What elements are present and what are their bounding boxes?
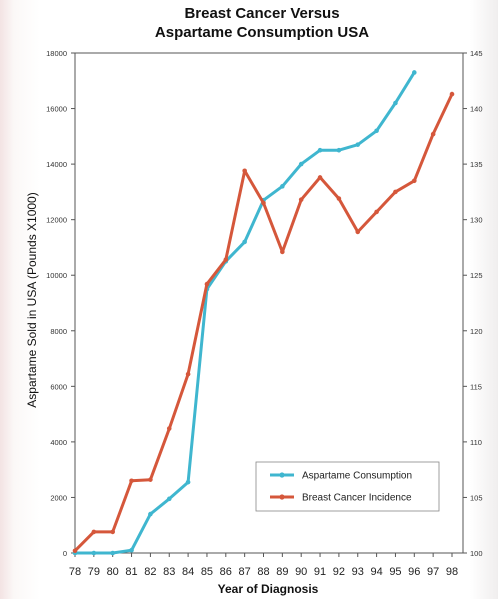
data-point	[110, 550, 115, 556]
legend-marker-aspartame	[279, 472, 285, 478]
x-tick-label: 94	[370, 566, 382, 578]
y-tick-label: 12000	[46, 216, 67, 225]
legend: Aspartame Consumption Breast Cancer Inci…	[255, 461, 440, 512]
y-tick-label: 4000	[50, 438, 67, 447]
chart-title-line-1: Breast Cancer Versus	[184, 5, 339, 22]
data-point	[110, 529, 115, 535]
data-point	[298, 197, 304, 202]
y-tick-label: 2000	[50, 493, 67, 502]
x-tick-label: 91	[314, 566, 326, 578]
data-point	[223, 257, 229, 262]
x-tick-label: 82	[144, 566, 156, 578]
data-point	[317, 147, 323, 153]
y2-tick-label: 120	[470, 327, 483, 336]
data-point	[185, 371, 191, 377]
data-point	[91, 529, 97, 535]
y2-tick-label: 125	[470, 271, 483, 280]
y-tick-label: 6000	[50, 382, 67, 391]
x-tick-label: 93	[352, 566, 364, 578]
y-tick-label: 14000	[46, 160, 67, 169]
y2-tick-label: 135	[470, 160, 483, 169]
data-point	[412, 70, 417, 75]
chart-title-line-2: Aspartame Consumption USA	[155, 24, 369, 41]
x-tick-label: 79	[88, 566, 100, 578]
x-axis-ticks: 78 79 80 81 82 83 84 85 86 87 88 89 90 91 92 93 94 95 96 97…	[69, 553, 458, 578]
x-tick-label: 86	[220, 566, 232, 578]
y2-tick-label: 140	[470, 105, 483, 114]
x-tick-label: 85	[201, 566, 213, 578]
x-tick-label: 80	[107, 566, 119, 578]
x-axis-title: Year of Diagnosis	[218, 582, 319, 596]
y-axis-title: Aspartame Sold in USA (Pounds X1000)	[25, 192, 39, 407]
y-tick-label: 10000	[46, 271, 67, 280]
legend-label-breast-cancer: Breast Cancer Incidence	[302, 493, 412, 504]
series-layer	[72, 70, 455, 556]
y-axis-ticks: 0 2000 4000 6000 8000 10000 12000 14000 16000 180…	[46, 49, 75, 558]
data-point	[336, 196, 342, 201]
legend-box	[255, 461, 440, 512]
y-tick-label: 8000	[50, 327, 67, 336]
x-tick-label: 88	[257, 566, 269, 578]
y2-tick-label: 145	[470, 49, 483, 58]
data-point	[355, 142, 361, 147]
x-tick-label: 81	[125, 566, 137, 578]
y-tick-label: 16000	[46, 105, 67, 114]
data-point	[336, 147, 342, 153]
data-point	[298, 161, 304, 167]
y2-tick-label: 100	[470, 549, 483, 558]
x-tick-label: 87	[239, 566, 251, 578]
y2-tick-label: 110	[470, 438, 482, 447]
data-point	[280, 184, 285, 189]
data-point	[185, 479, 191, 485]
x-tick-label: 84	[182, 566, 194, 578]
data-point	[129, 547, 134, 553]
data-point	[129, 478, 134, 484]
data-point	[393, 100, 398, 106]
data-point	[166, 496, 172, 502]
data-point	[374, 128, 379, 134]
y-tick-label: 18000	[46, 49, 67, 58]
legend-label-aspartame: Aspartame Consumption	[302, 471, 412, 482]
x-tick-label: 90	[295, 566, 307, 578]
x-tick-label: 95	[389, 566, 401, 578]
x-tick-label: 89	[276, 566, 288, 578]
data-point	[242, 168, 247, 174]
data-point	[412, 178, 417, 184]
data-point	[148, 511, 153, 517]
x-tick-label: 78	[69, 566, 81, 578]
y2-tick-label: 130	[470, 216, 483, 225]
y-tick-label: 0	[63, 549, 67, 558]
x-tick-label: 96	[408, 566, 420, 578]
data-point	[204, 281, 210, 287]
data-point	[430, 131, 436, 137]
data-point	[449, 91, 455, 97]
data-point	[91, 550, 97, 556]
data-point	[280, 249, 285, 255]
y2-tick-label: 105	[470, 493, 483, 502]
data-point	[374, 209, 379, 215]
x-tick-label: 83	[163, 566, 175, 578]
data-point	[393, 189, 398, 195]
data-point	[72, 548, 78, 554]
x-tick-label: 97	[427, 566, 439, 578]
y2-axis-ticks: 100 105 110 115 120 125 130 135 140 145	[463, 49, 483, 558]
legend-marker-breast-cancer	[279, 494, 285, 500]
data-point	[317, 175, 323, 180]
data-point	[261, 200, 266, 206]
x-tick-label: 98	[446, 566, 458, 578]
data-point	[355, 229, 361, 235]
data-point	[242, 239, 247, 245]
data-point	[166, 426, 172, 431]
y2-tick-label: 115	[470, 382, 482, 391]
data-point	[148, 477, 153, 482]
x-tick-label: 92	[333, 566, 345, 578]
